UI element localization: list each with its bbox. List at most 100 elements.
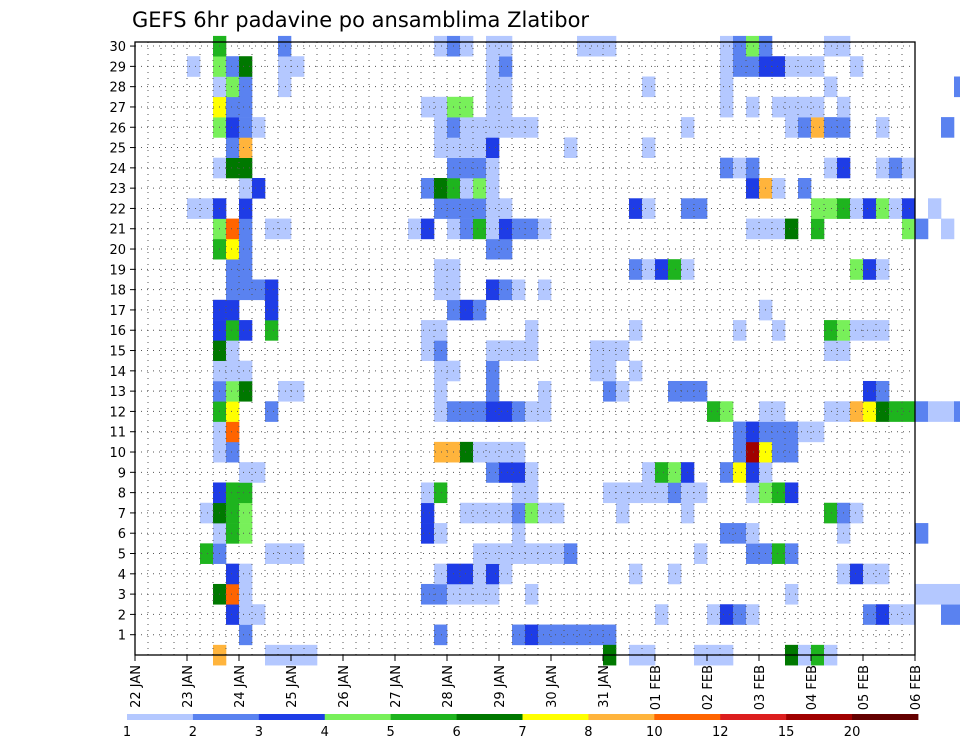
heatmap-cell bbox=[434, 441, 448, 463]
heatmap-cell bbox=[746, 218, 760, 240]
heatmap-cell bbox=[629, 360, 643, 382]
x-tick-label: 26 JAN bbox=[337, 665, 352, 708]
heatmap-cell bbox=[434, 482, 448, 504]
heatmap-cell bbox=[798, 117, 812, 138]
heatmap-cell bbox=[226, 380, 240, 402]
heatmap-cell bbox=[824, 340, 838, 361]
heatmap-cell bbox=[434, 279, 448, 301]
heatmap-cell bbox=[252, 462, 266, 483]
heatmap-cell bbox=[512, 218, 526, 240]
heatmap-cell bbox=[668, 462, 682, 483]
heatmap-cell bbox=[850, 56, 864, 77]
heatmap-cell bbox=[278, 543, 292, 564]
heatmap-cell bbox=[733, 56, 747, 77]
heatmap-cell bbox=[499, 218, 513, 240]
heatmap-cell bbox=[811, 96, 825, 118]
heatmap-cell bbox=[616, 340, 630, 361]
colorbar-label: 20 bbox=[844, 725, 861, 740]
heatmap-cell bbox=[551, 543, 565, 564]
heatmap-cell bbox=[772, 178, 786, 199]
heatmap-cell bbox=[486, 340, 500, 361]
heatmap-cell bbox=[499, 279, 513, 301]
heatmap-cell bbox=[902, 218, 916, 240]
heatmap-cell bbox=[512, 279, 526, 301]
heatmap-cell bbox=[226, 502, 240, 524]
y-tick-label: 9 bbox=[118, 466, 126, 481]
heatmap-cell bbox=[850, 502, 864, 524]
heatmap-cell bbox=[538, 401, 552, 422]
heatmap-cell bbox=[798, 421, 812, 443]
heatmap-cell bbox=[239, 523, 253, 544]
heatmap-cell bbox=[551, 502, 565, 524]
heatmap-cell bbox=[746, 178, 760, 199]
y-tick-label: 14 bbox=[109, 365, 126, 380]
heatmap-cell bbox=[460, 583, 474, 605]
heatmap-cell bbox=[551, 624, 565, 646]
heatmap-cell bbox=[538, 502, 552, 524]
heatmap-cell bbox=[434, 340, 448, 361]
heatmap-cell bbox=[915, 523, 929, 544]
heatmap-cell bbox=[421, 218, 435, 240]
heatmap-cell bbox=[434, 178, 448, 199]
heatmap-cell bbox=[473, 563, 487, 585]
heatmap-cell bbox=[720, 76, 734, 98]
heatmap-cell bbox=[850, 401, 864, 422]
colorbar-swatch bbox=[720, 714, 787, 720]
heatmap-cell bbox=[460, 137, 474, 158]
heatmap-cell bbox=[564, 624, 578, 646]
y-tick-label: 15 bbox=[109, 345, 126, 360]
heatmap-cell bbox=[590, 340, 604, 361]
heatmap-cell bbox=[668, 563, 682, 585]
heatmap-cell bbox=[811, 198, 825, 219]
heatmap-cell bbox=[239, 96, 253, 118]
heatmap-cell bbox=[733, 35, 747, 57]
heatmap-cell bbox=[486, 238, 500, 260]
heatmap-cell bbox=[187, 198, 201, 219]
heatmap-cell bbox=[239, 462, 253, 483]
heatmap-cell bbox=[226, 157, 240, 179]
heatmap-cell bbox=[941, 583, 955, 605]
y-tick-label: 13 bbox=[109, 385, 126, 400]
heatmap-cell bbox=[486, 198, 500, 219]
heatmap-cell bbox=[486, 502, 500, 524]
y-tick-label: 28 bbox=[109, 81, 126, 96]
heatmap-cell bbox=[772, 421, 786, 443]
heatmap-cell bbox=[785, 56, 799, 77]
heatmap-cell bbox=[785, 218, 799, 240]
heatmap-cell bbox=[226, 340, 240, 361]
heatmap-cell bbox=[876, 198, 890, 219]
colorbar-label: 15 bbox=[778, 725, 795, 740]
heatmap-cell bbox=[226, 523, 240, 544]
heatmap-cell bbox=[499, 96, 513, 118]
heatmap-cell bbox=[499, 35, 513, 57]
heatmap-cell bbox=[226, 320, 240, 341]
heatmap-cell bbox=[720, 401, 734, 422]
heatmap-cell bbox=[928, 198, 942, 219]
heatmap-cell bbox=[434, 259, 448, 280]
colorbar-label: 5 bbox=[387, 725, 395, 740]
heatmap-cell bbox=[538, 380, 552, 402]
heatmap-cell bbox=[577, 35, 591, 57]
heatmap-cell bbox=[629, 482, 643, 504]
heatmap-cell bbox=[265, 543, 279, 564]
heatmap-cell bbox=[863, 198, 877, 219]
heatmap-cell bbox=[876, 157, 890, 179]
heatmap-cell bbox=[590, 624, 604, 646]
heatmap-cell bbox=[421, 583, 435, 605]
y-tick-label: 30 bbox=[109, 40, 126, 55]
heatmap-cell bbox=[733, 157, 747, 179]
heatmap-cell bbox=[226, 441, 240, 463]
heatmap-cell bbox=[772, 482, 786, 504]
heatmap-cell bbox=[941, 218, 955, 240]
colorbar-label: 10 bbox=[646, 725, 663, 740]
colorbar-swatch bbox=[456, 714, 523, 720]
heatmap-cell bbox=[655, 482, 669, 504]
heatmap-cell bbox=[707, 604, 721, 625]
heatmap-cell bbox=[434, 583, 448, 605]
colorbar-label: 6 bbox=[452, 725, 460, 740]
y-tick-label: 8 bbox=[118, 487, 126, 502]
heatmap-cell bbox=[720, 56, 734, 77]
heatmap-cell bbox=[798, 178, 812, 199]
heatmap-cell bbox=[876, 380, 890, 402]
heatmap-cell bbox=[720, 157, 734, 179]
